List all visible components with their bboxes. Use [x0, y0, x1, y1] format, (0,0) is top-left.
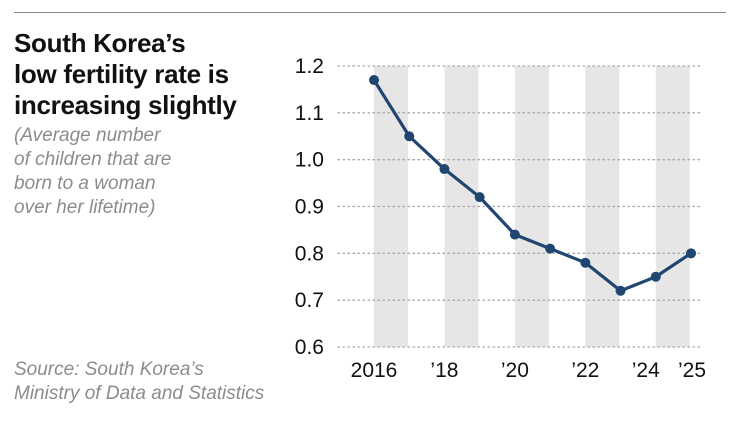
- y-tick-label: 1.1: [295, 102, 324, 125]
- x-tick-label: ’22: [571, 359, 599, 382]
- data-point-2022: [580, 257, 591, 268]
- y-tick-label: 1.0: [295, 149, 324, 172]
- source-note: Source: South Korea’s Ministry of Data a…: [14, 359, 265, 404]
- x-tick-label: ’24: [632, 359, 660, 382]
- series-group: [372, 78, 693, 293]
- data-point-2016: [369, 75, 379, 86]
- series-line: [372, 78, 693, 293]
- data-point-2017: [404, 131, 415, 142]
- x-tick-label: ’20: [501, 359, 529, 382]
- x-tick-label: 2016: [351, 359, 398, 382]
- chart-subtitle: (Average number of children that are bor…: [14, 125, 172, 218]
- data-point-2023: [615, 285, 626, 296]
- y-tick-label: 0.9: [295, 196, 324, 219]
- gridlines: [337, 65, 703, 348]
- y-axis-ticks: 0.6 0.7 0.8 0.9 1.0 1.1 1.2: [295, 55, 324, 359]
- data-point-2021: [545, 243, 556, 254]
- data-point-2024: [650, 271, 661, 282]
- data-point-2019: [474, 192, 485, 203]
- data-point-2020: [509, 229, 520, 240]
- data-points: [369, 75, 696, 296]
- chart-title: South Korea’s low fertility rate is incr…: [14, 28, 237, 120]
- x-tick-label: ’18: [430, 359, 458, 382]
- data-point-2018: [439, 164, 450, 175]
- y-tick-label: 1.2: [295, 55, 324, 78]
- y-tick-label: 0.6: [295, 336, 324, 359]
- x-axis-ticks: 2016 ’18 ’20 ’22 ’24 ’25: [351, 359, 706, 382]
- top-rule: [14, 12, 726, 13]
- y-tick-label: 0.8: [295, 242, 324, 265]
- x-tick-label: ’25: [678, 359, 706, 382]
- data-point-2025: [686, 248, 696, 259]
- y-tick-label: 0.7: [295, 289, 324, 312]
